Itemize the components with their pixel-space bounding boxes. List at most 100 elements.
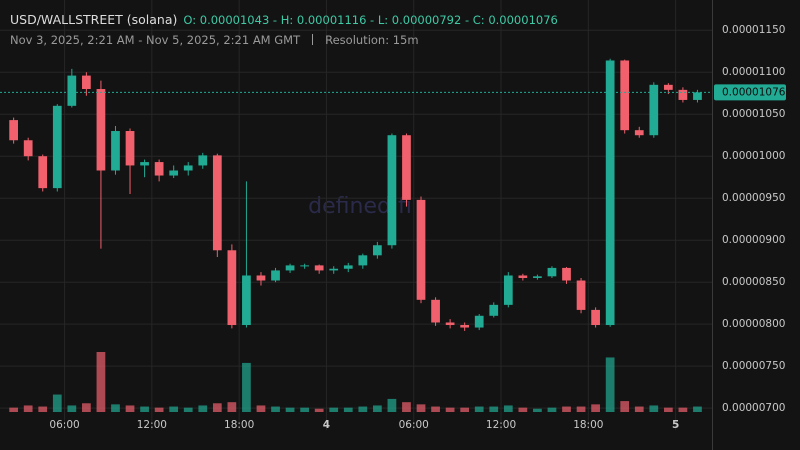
volume-bar (227, 402, 237, 412)
candle-body (154, 162, 164, 176)
candle-body (183, 165, 193, 171)
volume-bar (271, 406, 280, 412)
y-tick-label: 0.00000900 (722, 234, 785, 246)
candle-body (111, 131, 120, 171)
candle-body (314, 265, 324, 271)
volume-bar (169, 406, 179, 412)
volume-bar (460, 407, 470, 412)
subtitle-row: Nov 3, 2025, 2:21 AM - Nov 5, 2025, 2:21… (10, 30, 558, 50)
y-tick-label: 0.00000850 (722, 276, 785, 288)
ohlc-summary: O: 0.00001043 - H: 0.00001116 - L: 0.000… (183, 13, 558, 27)
candle-body (82, 75, 91, 90)
y-tick-label: 0.00000750 (722, 360, 785, 372)
y-tick-label: 0.00001100 (722, 66, 785, 78)
x-tick-label: 18:00 (224, 419, 254, 431)
candle-body (242, 275, 251, 326)
volume-bar (678, 407, 688, 412)
candle-body (387, 135, 397, 246)
volume-bar (52, 394, 62, 412)
candle-body (518, 275, 528, 278)
volume-bar (547, 407, 557, 412)
volume-bar (343, 407, 353, 412)
volume-bar (562, 406, 571, 412)
candle-body (489, 304, 499, 316)
volume-bar (314, 408, 324, 412)
volume-bar (96, 352, 106, 412)
candle-body (605, 60, 615, 326)
volume-bar (503, 405, 513, 412)
volume-bar (285, 407, 295, 412)
candle-body (649, 84, 659, 136)
candle-body (169, 170, 179, 176)
candle-body (373, 245, 382, 256)
volume-bar (474, 406, 484, 412)
x-tick-label: 12:00 (486, 419, 516, 431)
volume-bar (38, 406, 48, 412)
volume-bar (67, 405, 77, 412)
candle-body (663, 84, 673, 90)
candle-body (402, 135, 411, 200)
y-tick-label: 0.00001150 (722, 24, 785, 36)
y-tick-label: 0.00000800 (722, 318, 785, 330)
x-tick-label: 06:00 (49, 419, 79, 431)
volume-bar (431, 406, 440, 412)
candle-body (67, 75, 77, 106)
y-tick-label: 0.00001050 (722, 108, 785, 120)
volume-bar (198, 405, 208, 412)
last-price-label: 0.00001076 (722, 86, 786, 98)
candle-body (343, 265, 353, 269)
y-tick-label: 0.00000950 (722, 192, 785, 204)
x-tick-label: 18:00 (573, 419, 603, 431)
candle-body (460, 325, 470, 328)
x-tick-label: 06:00 (399, 419, 429, 431)
candle-body (23, 140, 33, 157)
candle-body (285, 265, 295, 271)
volume-bar (82, 403, 91, 412)
candle-body (96, 89, 106, 171)
candle-body (52, 105, 62, 189)
candle-body (474, 315, 484, 328)
chart-title: USD/WALLSTREET (solana) (10, 12, 178, 27)
volume-bar (387, 398, 397, 412)
volume-bar (533, 408, 542, 412)
volume-bar (518, 407, 528, 412)
candle-body (445, 322, 455, 326)
volume-bar (576, 406, 586, 412)
candle-body (212, 155, 222, 251)
candle-body (533, 276, 542, 278)
volume-bar (300, 407, 309, 412)
title-row: USD/WALLSTREET (solana) O: 0.00001043 - H… (10, 10, 558, 30)
last-price-tag (714, 84, 786, 101)
volume-bar (256, 405, 266, 412)
volume-bar (605, 357, 615, 412)
candle-body (634, 130, 644, 136)
volume-bar (620, 401, 630, 412)
volume-bar (111, 404, 120, 412)
volume-bar (154, 407, 164, 412)
volume-bar (212, 403, 222, 412)
volume-bar (9, 407, 19, 412)
candle-body (256, 275, 266, 281)
candle-body (9, 120, 19, 141)
candle-body (125, 131, 135, 166)
candle-body (503, 275, 513, 305)
x-tick-label: 4 (323, 419, 330, 431)
date-range: Nov 3, 2025, 2:21 AM - Nov 5, 2025, 2:21… (10, 33, 301, 47)
volume-bar (591, 404, 600, 412)
volume-bar (373, 405, 382, 412)
y-tick-label: 0.00001000 (722, 150, 785, 162)
volume-bar (125, 405, 135, 412)
volume-bar (489, 406, 499, 412)
candle-body (431, 299, 440, 323)
candle-body (693, 92, 702, 100)
header: USD/WALLSTREET (solana) O: 0.00001043 - H… (10, 10, 558, 50)
candle-body (38, 156, 48, 189)
candle-body (547, 267, 557, 277)
candle-body (358, 255, 368, 266)
volume-bar (634, 406, 644, 412)
volume-bar (242, 362, 251, 412)
candle-body (576, 280, 586, 310)
y-tick-label: 0.00000700 (722, 402, 785, 414)
